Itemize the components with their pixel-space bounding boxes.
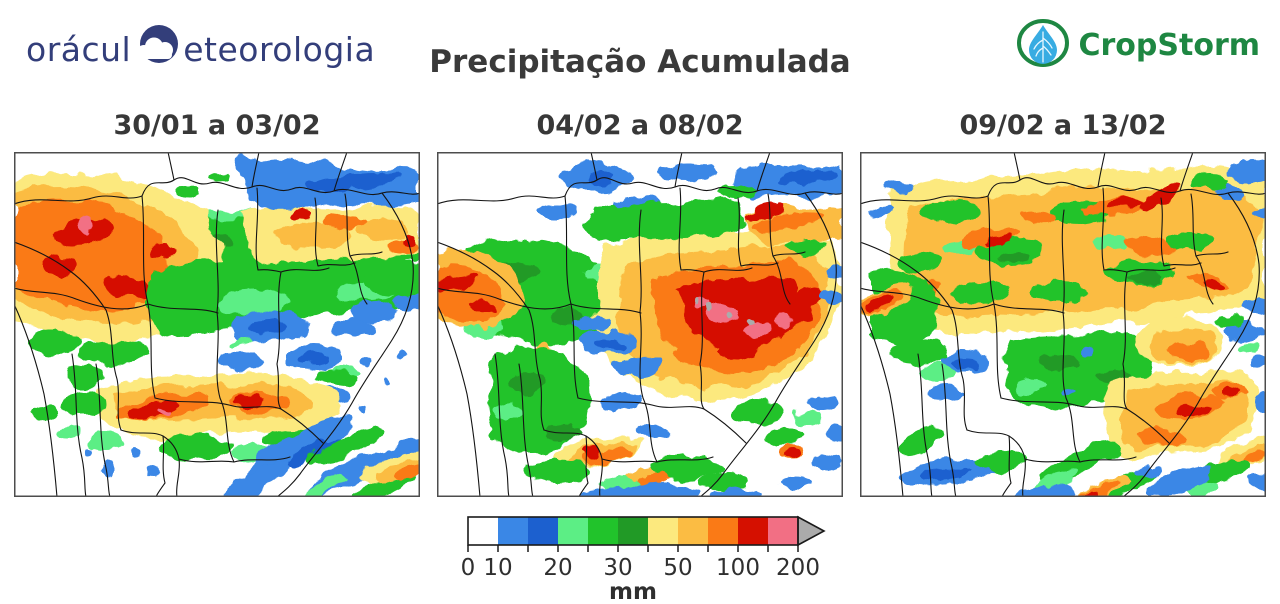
logo-text-right: eteorologia [183, 29, 376, 69]
tick-label-50: 50 [663, 555, 692, 581]
forecast-panel-3: 09/02 a 13/02 [860, 106, 1266, 497]
forecast-panel-2: 04/02 a 08/02 [437, 106, 843, 497]
tick-label-30: 30 [603, 555, 632, 581]
panel-2-date-range: 04/02 a 08/02 [536, 110, 744, 141]
precip-map-period-2 [437, 152, 843, 497]
tick-label-100: 100 [716, 555, 760, 581]
forecast-panel-1: 30/01 a 03/02 [14, 106, 420, 497]
colorbar: 0 10 20 30 50 100 200 mm [461, 515, 826, 604]
tick-label-0: 0 [461, 555, 476, 581]
colorbar-ticks [467, 545, 799, 552]
precip-map-period-3 [860, 152, 1266, 497]
logo-text-left: orácul [26, 29, 132, 69]
cloud-in-circle-icon [133, 24, 181, 78]
tick-label-200: 200 [776, 555, 820, 581]
unit-label: mm [609, 579, 657, 603]
precip-map-period-1 [14, 152, 420, 497]
tick-label-20: 20 [543, 555, 572, 581]
tick-label-10: 10 [483, 555, 512, 581]
colorbar-cells [468, 517, 798, 545]
page-title: Precipitação Acumulada [429, 44, 851, 80]
precip-colorbar-legend: 0 10 20 30 50 100 200 mm [452, 511, 832, 604]
cropstorm-wordmark: CropStorm [1078, 27, 1260, 63]
oraculo-meteorologia-logo: orácul eteorologia [26, 22, 375, 76]
panel-3-date-range: 09/02 a 13/02 [959, 110, 1167, 141]
overflow-arrow [797, 515, 826, 547]
panel-1-date-range: 30/01 a 03/02 [113, 110, 321, 141]
water-drop-leaf-icon [1016, 18, 1070, 72]
cropstorm-logo: CropStorm [1016, 18, 1260, 72]
